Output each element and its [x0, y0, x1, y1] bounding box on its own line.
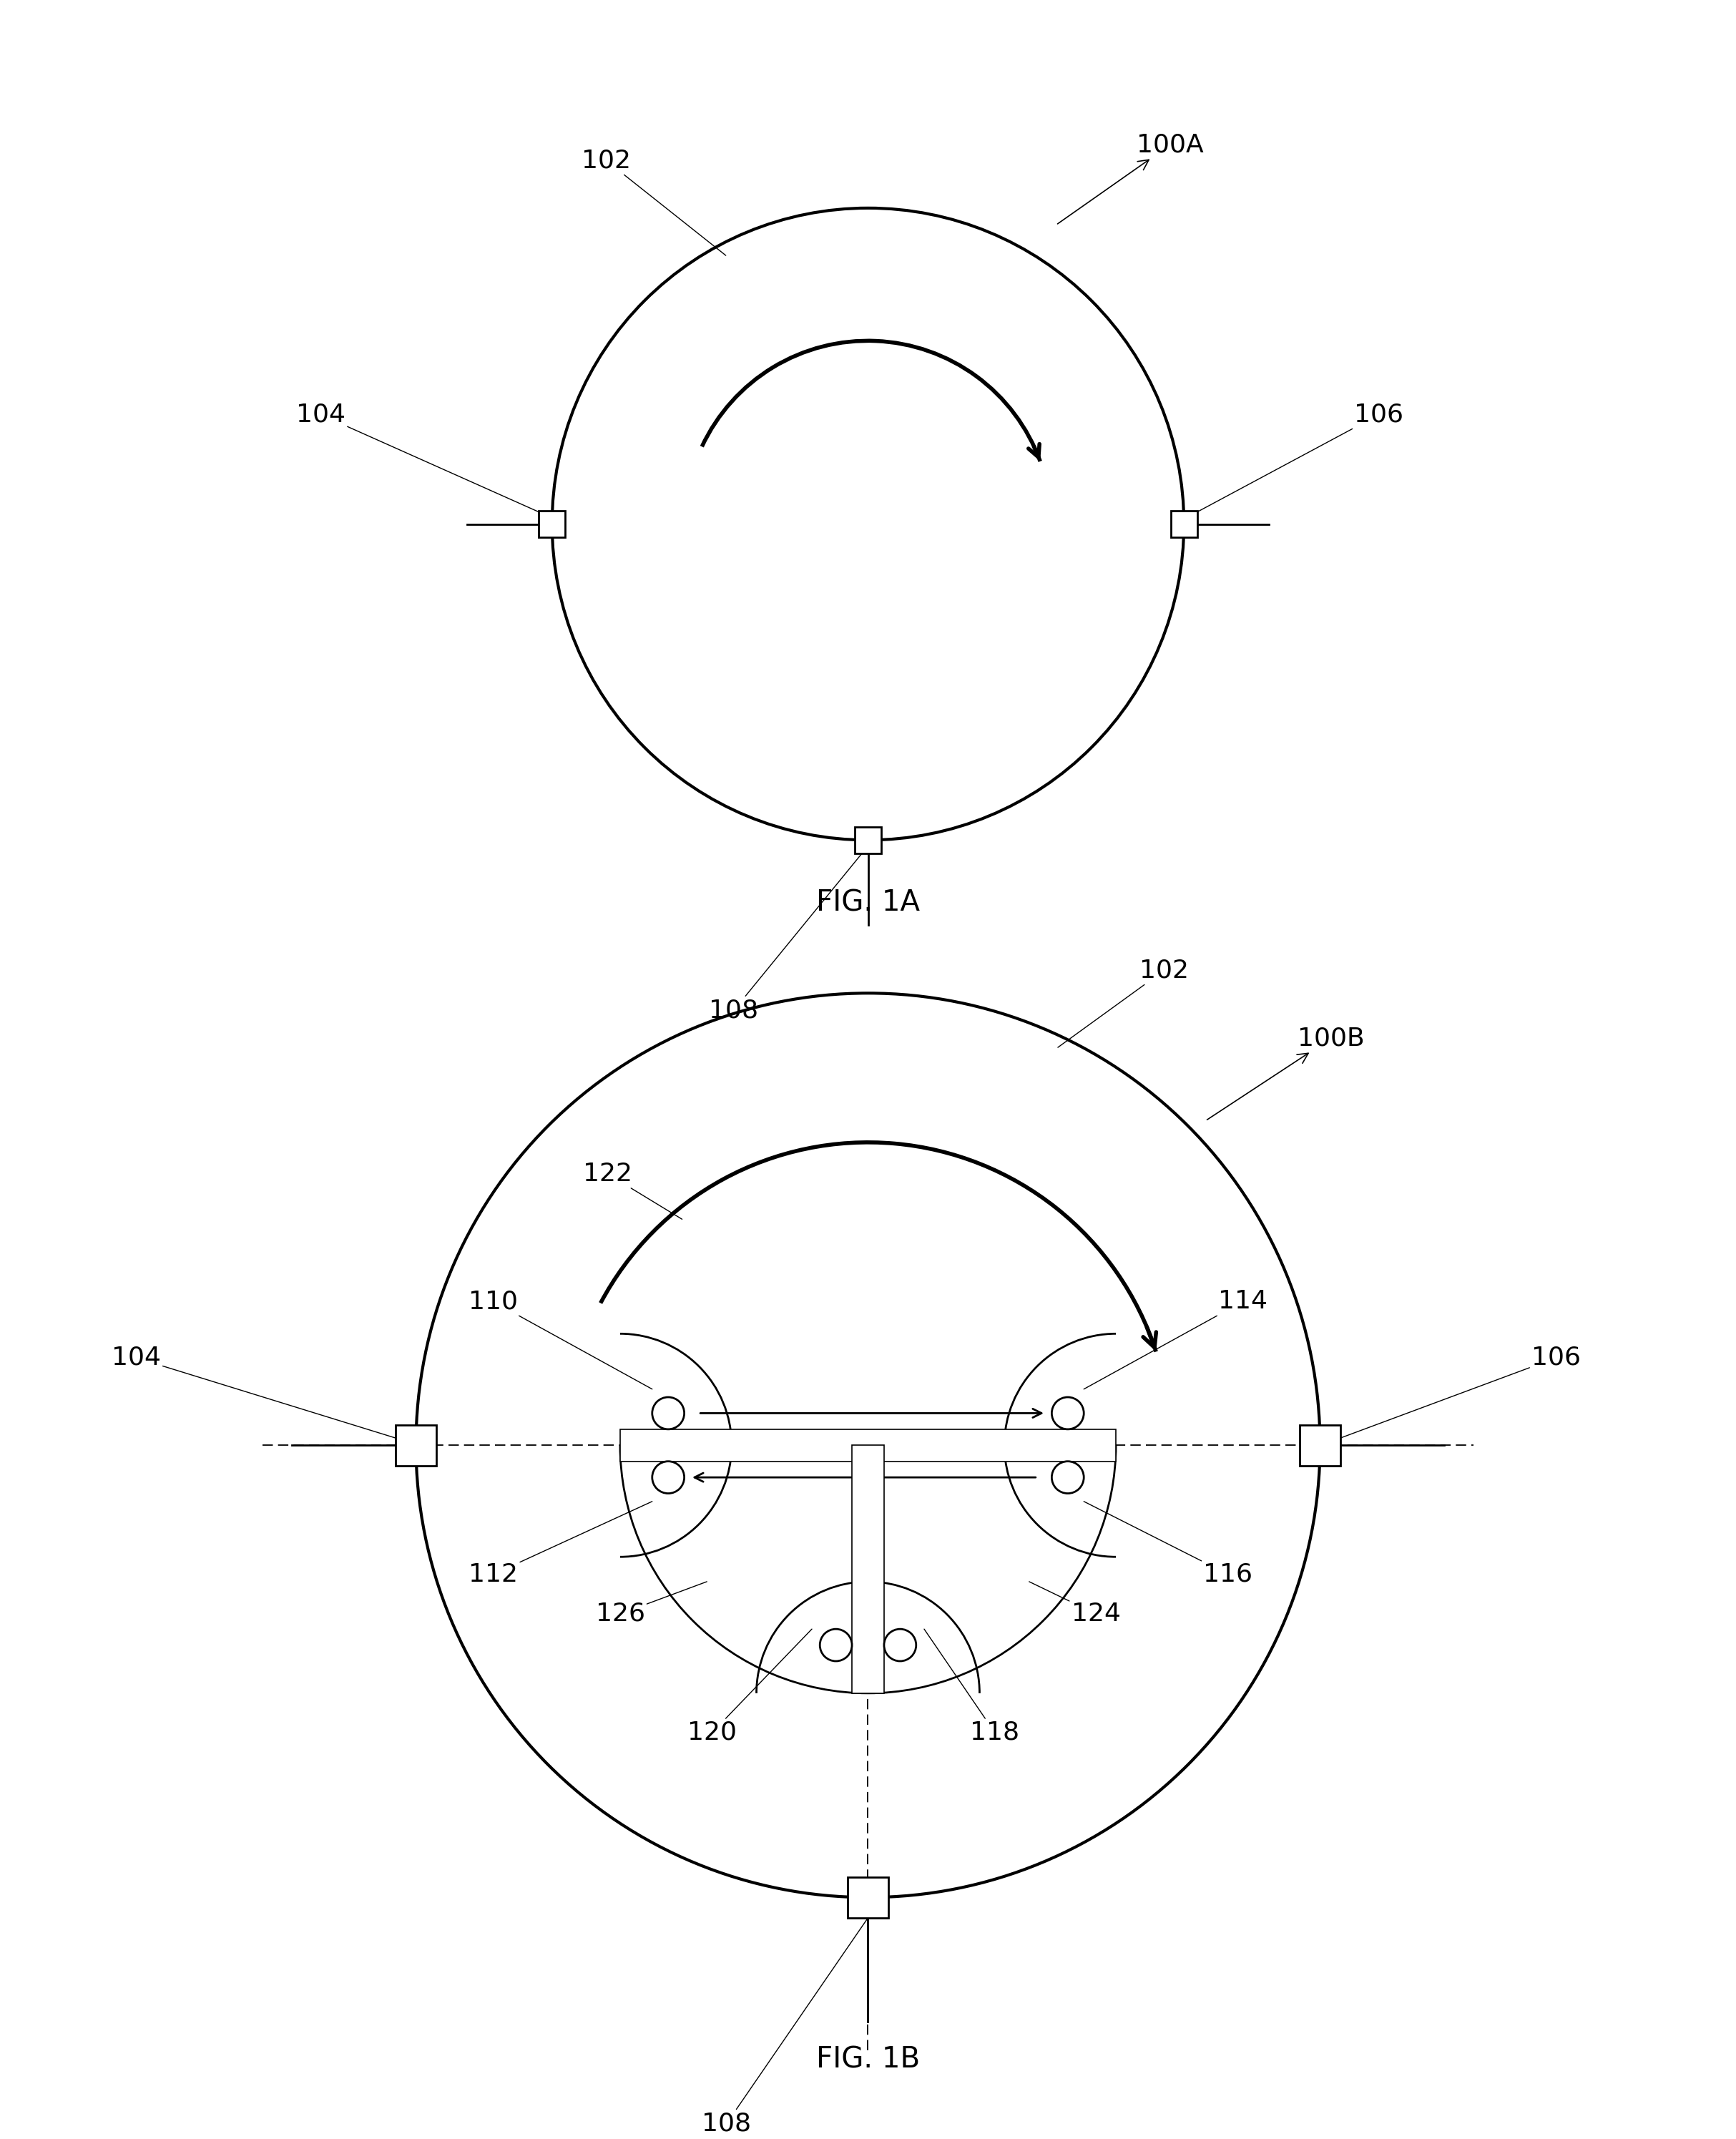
Text: 102: 102	[582, 148, 726, 255]
Text: 114: 114	[1083, 1290, 1267, 1388]
Text: FIG. 1A: FIG. 1A	[816, 890, 920, 918]
Text: 112: 112	[469, 1502, 653, 1587]
Text: 108: 108	[701, 1919, 868, 2135]
Text: 102: 102	[1057, 958, 1189, 1048]
Text: 100A: 100A	[1057, 133, 1203, 225]
Text: 118: 118	[924, 1630, 1019, 1745]
Bar	[847, 1878, 889, 1919]
Text: 104: 104	[111, 1345, 396, 1437]
Bar	[620, 1429, 1116, 1461]
Text: 108: 108	[710, 853, 861, 1022]
Text: 104: 104	[297, 402, 538, 511]
Text: FIG. 1B: FIG. 1B	[816, 2045, 920, 2075]
Bar	[1300, 1425, 1340, 1465]
Text: 100B: 100B	[1207, 1027, 1364, 1119]
Bar	[538, 511, 566, 537]
Text: 116: 116	[1083, 1502, 1253, 1587]
Text: 106: 106	[1340, 1345, 1581, 1437]
Text: 126: 126	[595, 1581, 707, 1626]
Text: 124: 124	[1029, 1581, 1121, 1626]
Text: 120: 120	[687, 1630, 812, 1745]
Text: 106: 106	[1198, 402, 1403, 511]
Bar	[1170, 511, 1198, 537]
Bar	[854, 826, 882, 853]
Bar	[852, 1446, 884, 1694]
Bar	[396, 1425, 436, 1465]
Text: 110: 110	[469, 1290, 653, 1388]
Text: 122: 122	[583, 1161, 682, 1219]
